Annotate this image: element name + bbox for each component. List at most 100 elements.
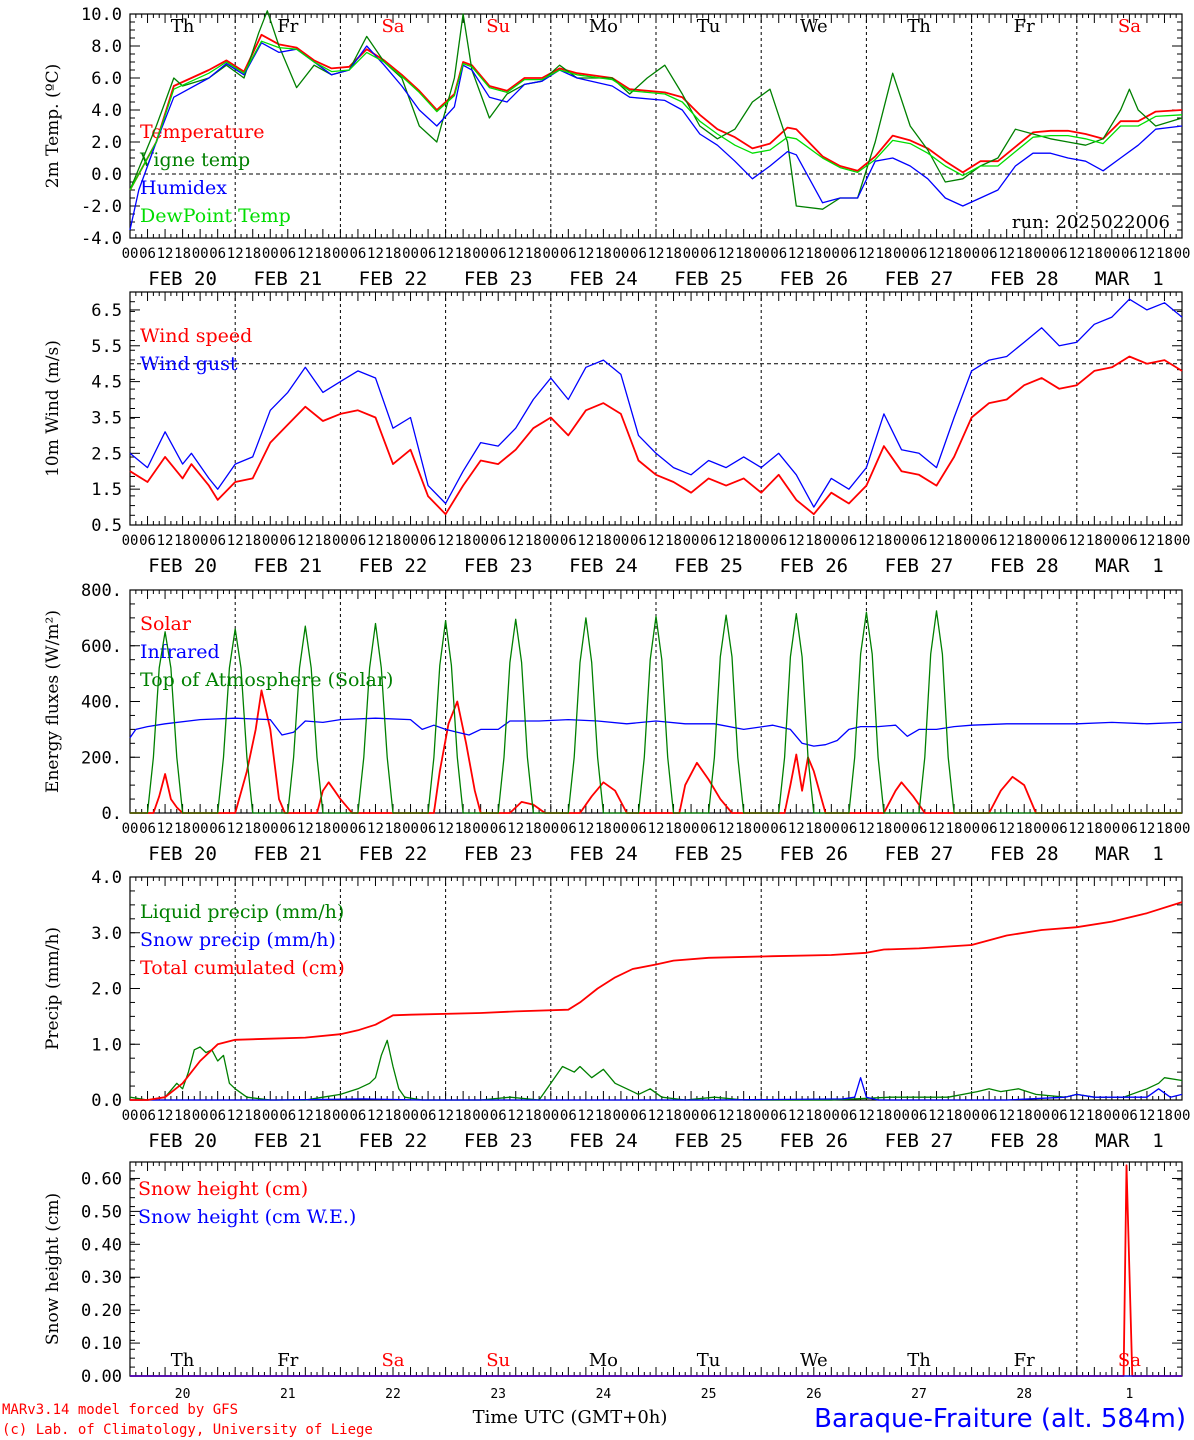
hour-tick-label: 06 <box>770 533 787 549</box>
y-axis-label: Snow height (cm) <box>43 1193 63 1345</box>
hour-tick-label: 12 <box>928 246 945 262</box>
hour-tick-label: 18 <box>244 821 261 837</box>
hour-tick-label: 12 <box>577 533 594 549</box>
hour-tick-label: 18 <box>1016 821 1033 837</box>
hour-tick-label: 00 <box>893 246 910 262</box>
hour-tick-label: 00 <box>753 821 770 837</box>
hour-tick-label: 18 <box>455 533 472 549</box>
hour-tick-label: 12 <box>577 246 594 262</box>
y-tick-label: 5.5 <box>91 337 122 357</box>
hour-tick-label: 12 <box>648 246 665 262</box>
series-line-top-of-atmosphere-solar- <box>130 610 1182 814</box>
hour-tick-label: 12 <box>788 246 805 262</box>
hour-tick-label: 06 <box>700 821 717 837</box>
date-label: FEB 27 <box>885 843 954 865</box>
hour-tick-label: 12 <box>507 821 524 837</box>
hour-tick-label: 06 <box>490 1108 507 1124</box>
hour-tick-label: 18 <box>876 821 893 837</box>
hour-tick-label: 06 <box>630 246 647 262</box>
y-tick-label: 0.0 <box>91 1091 122 1111</box>
hour-tick-label: 18 <box>595 246 612 262</box>
hour-tick-label: 00 <box>1033 1108 1050 1124</box>
y-tick-label: 4.0 <box>91 868 122 888</box>
date-label: FEB 27 <box>885 555 954 577</box>
day-name: Fr <box>277 1350 298 1371</box>
y-tick-label: 0.40 <box>81 1235 122 1255</box>
hour-tick-label: 06 <box>490 821 507 837</box>
hour-tick-label: 00 <box>542 821 559 837</box>
hour-tick-label: 18 <box>385 821 402 837</box>
hour-tick-label: 00 <box>122 821 139 837</box>
hour-tick-label: 00 <box>1103 246 1120 262</box>
hour-tick-label: 12 <box>157 821 174 837</box>
hour-tick-label: 12 <box>928 533 945 549</box>
hour-tick-label: 00 <box>402 1108 419 1124</box>
date-label: FEB 20 <box>148 843 217 865</box>
hour-tick-label: 06 <box>911 246 928 262</box>
day-name: Mo <box>589 1350 618 1371</box>
hour-tick-label: 12 <box>437 821 454 837</box>
hour-tick-label: 18 <box>1016 1108 1033 1124</box>
day-name: Sa <box>1118 1350 1141 1371</box>
hour-tick-label: 12 <box>718 533 735 549</box>
legend-entry: Vigne temp <box>139 149 250 171</box>
hour-tick-label: 12 <box>718 821 735 837</box>
y-tick-label: -2.0 <box>81 197 122 217</box>
hour-tick-label: 18 <box>595 821 612 837</box>
hour-tick-label: 18 <box>385 246 402 262</box>
hour-tick-label: 06 <box>840 821 857 837</box>
hour-tick-label: 00 <box>262 246 279 262</box>
hour-tick-label: 00 <box>613 821 630 837</box>
hour-tick-label: 12 <box>297 246 314 262</box>
hour-tick-label: 12 <box>928 1108 945 1124</box>
y-axis-label: 10m Wind (m/s) <box>43 340 63 477</box>
day-number: 25 <box>701 1387 717 1402</box>
y-tick-label: 6.0 <box>91 69 122 89</box>
hour-tick-label: 12 <box>367 821 384 837</box>
hour-tick-label: 06 <box>911 533 928 549</box>
date-label: FEB 25 <box>674 268 743 290</box>
hour-tick-label: 06 <box>139 533 156 549</box>
y-tick-label: 6.5 <box>91 301 122 321</box>
y-tick-label: 0. <box>102 804 122 824</box>
hour-tick-label: 12 <box>718 1108 735 1124</box>
date-label: FEB 22 <box>359 1130 428 1152</box>
date-label: MAR 1 <box>1095 843 1164 865</box>
hour-tick-label: 00 <box>683 1108 700 1124</box>
hour-tick-label: 06 <box>700 246 717 262</box>
hour-tick-label: 00 <box>1033 533 1050 549</box>
date-label: FEB 28 <box>990 843 1059 865</box>
series-line-infrared <box>129 717 1183 747</box>
y-axis-label: Energy fluxes (W/m²) <box>43 610 63 793</box>
day-name: Th <box>907 16 931 37</box>
hour-tick-label: 18 <box>525 1108 542 1124</box>
hour-tick-label: 12 <box>788 821 805 837</box>
hour-tick-label: 12 <box>858 1108 875 1124</box>
date-label: FEB 21 <box>253 1130 322 1152</box>
hour-tick-label: 00 <box>613 1108 630 1124</box>
y-tick-label: 0.10 <box>81 1334 122 1354</box>
hour-tick-label: 18 <box>946 246 963 262</box>
panel-5: 0.60 0.50 0.40 0.30 0.20 0.10 0.00 Snow height … <box>43 1161 1183 1402</box>
hour-tick-label: 00 <box>122 533 139 549</box>
hour-tick-label: 12 <box>858 246 875 262</box>
hour-tick-label: 00 <box>823 1108 840 1124</box>
hour-tick-label: 00 <box>963 533 980 549</box>
hour-tick-label: 00 <box>1103 821 1120 837</box>
hour-tick-label: 12 <box>507 533 524 549</box>
day-name: Sa <box>1118 16 1141 37</box>
hour-tick-label: 06 <box>840 533 857 549</box>
hour-tick-label: 06 <box>279 1108 296 1124</box>
hour-tick-label: 00 <box>683 246 700 262</box>
plot-frame <box>129 589 1183 814</box>
legend-entry: Snow height (cm W.E.) <box>138 1206 356 1228</box>
date-label: FEB 24 <box>569 1130 638 1152</box>
hour-tick-label: 06 <box>420 246 437 262</box>
hour-tick-label: 18 <box>314 246 331 262</box>
hour-tick-label: 12 <box>648 821 665 837</box>
day-name: Tu <box>697 1350 721 1371</box>
legend-entry: Top of Atmosphere (Solar) <box>140 669 393 691</box>
hour-tick-label: 18 <box>455 246 472 262</box>
hour-tick-label: 06 <box>700 533 717 549</box>
series-line-dewpoint-temp <box>129 40 1183 191</box>
